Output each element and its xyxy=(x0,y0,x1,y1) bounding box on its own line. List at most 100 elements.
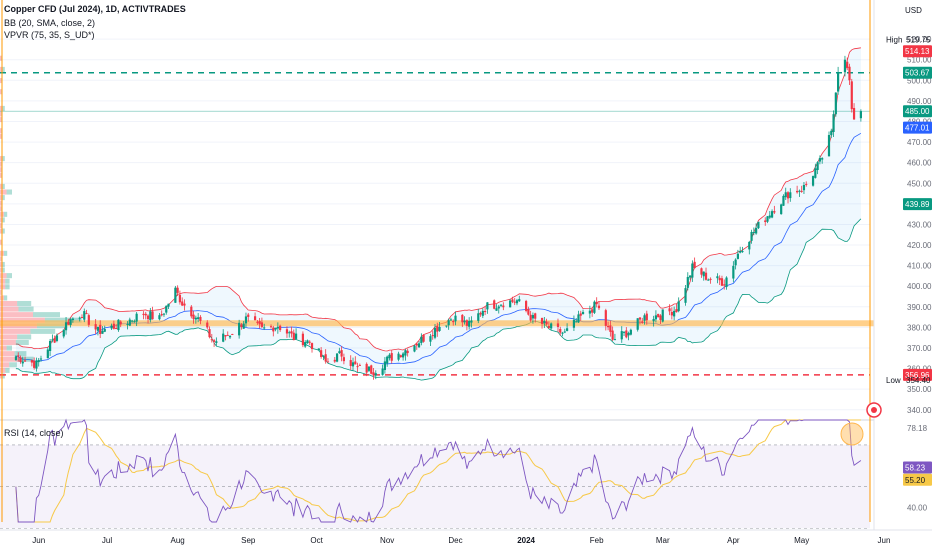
vpvr-bar-up xyxy=(9,362,17,368)
candle-body xyxy=(575,321,578,323)
candle-body xyxy=(670,311,673,316)
candle-body xyxy=(768,215,771,218)
candle-body xyxy=(231,333,234,335)
candle-body xyxy=(149,311,152,321)
vpvr-bar-up xyxy=(2,183,5,189)
candle-body xyxy=(55,335,59,341)
time-tick-label: Sep xyxy=(241,536,256,545)
vpvr-bar-up xyxy=(17,334,32,340)
candle-body xyxy=(816,162,819,171)
candle-body xyxy=(322,355,325,357)
vpvr-bar-down xyxy=(0,133,2,139)
candle-body xyxy=(556,323,560,327)
chart-title: Copper CFD (Jul 2024), 1D, ACTIVTRADES xyxy=(4,4,186,14)
candle-body xyxy=(445,325,448,327)
candle-body xyxy=(69,319,72,325)
candle-body xyxy=(354,361,357,365)
time-axis: Jun Jul Aug Sep Oct Nov Dec 2024 Feb Mar Apr May Jun xyxy=(0,529,932,545)
candle-body xyxy=(19,357,22,363)
level-lines xyxy=(0,71,870,376)
candle-body xyxy=(837,72,840,92)
candle-body xyxy=(39,358,43,360)
rsi-line xyxy=(15,418,862,523)
vpvr-bar-down xyxy=(0,172,2,178)
price-tick-label: 510.00 xyxy=(907,56,932,65)
candle-body xyxy=(174,287,177,303)
vpvr-bar-up xyxy=(30,328,56,334)
candle-body xyxy=(638,317,642,320)
vpvr-bar-down xyxy=(0,111,2,117)
candle-body xyxy=(333,359,336,362)
candle-body xyxy=(190,306,193,317)
candle-body xyxy=(356,366,359,368)
vpvr-legend[interactable]: VPVR (75, 35, S_UD*) xyxy=(4,30,95,40)
candle-body xyxy=(429,336,432,342)
vpvr-bar-down xyxy=(0,345,7,351)
candle-body xyxy=(755,228,758,234)
vpvr-bar-up xyxy=(5,367,10,373)
candle-body xyxy=(465,320,468,326)
rsi-legend[interactable]: RSI (14, close) xyxy=(4,428,64,438)
candle-body xyxy=(545,321,548,325)
vpvr-bar-up xyxy=(2,261,5,268)
price-tag xyxy=(903,198,932,211)
bb-legend[interactable]: BB (20, SMA, close, 2) xyxy=(4,18,96,28)
price-tag xyxy=(903,368,932,381)
price-tick-label: 390.00 xyxy=(907,303,932,312)
candle-body xyxy=(151,311,154,320)
time-tick-label: Mar xyxy=(656,536,670,545)
candle-body xyxy=(99,324,102,335)
candle-body xyxy=(415,343,418,346)
candle-body xyxy=(117,319,120,331)
candle-body xyxy=(629,329,632,335)
candle-body xyxy=(449,319,453,321)
vpvr-bar-down xyxy=(0,256,2,262)
candle-body xyxy=(518,299,521,302)
price-tag xyxy=(903,105,932,118)
candle-body xyxy=(604,310,607,326)
vpvr-bar-down xyxy=(0,273,7,279)
candle-body xyxy=(176,287,179,293)
candle-body xyxy=(572,319,576,328)
vpvr-bar-up xyxy=(5,284,10,290)
candle-body xyxy=(668,308,671,312)
vpvr-bar-down xyxy=(0,239,2,245)
candle-body xyxy=(64,322,68,331)
vpvr-bar-up xyxy=(2,217,5,223)
candle-body xyxy=(62,329,65,337)
candle-body xyxy=(527,309,530,315)
candle-body xyxy=(511,299,514,302)
candle-body xyxy=(452,320,455,323)
price-tick-label: 450.00 xyxy=(907,179,932,188)
candle-body xyxy=(158,315,161,320)
candle-body xyxy=(33,360,36,368)
candle-body xyxy=(725,277,728,288)
candle-body xyxy=(383,361,386,371)
price-tick-label: 520.00 xyxy=(907,35,932,44)
candle-body xyxy=(256,321,259,323)
vpvr-bar-up xyxy=(2,228,5,234)
candle-body xyxy=(613,339,617,341)
vpvr-bar-down xyxy=(0,161,2,167)
vpvr-bar-down xyxy=(0,339,16,346)
candle-body xyxy=(702,271,705,277)
candle-body xyxy=(550,323,553,329)
vpvr-bar-down xyxy=(0,128,2,134)
candle-body xyxy=(226,334,229,336)
currency-label[interactable]: USD xyxy=(905,6,922,15)
candle-body xyxy=(258,321,261,325)
bb-lower-line xyxy=(15,218,862,381)
candle-body xyxy=(238,322,241,336)
candle-body xyxy=(848,66,851,81)
candle-body xyxy=(789,192,792,199)
candle-body xyxy=(659,315,662,320)
candle-body xyxy=(784,192,787,198)
candle-body xyxy=(531,315,535,319)
price-tag-value: 439.89 xyxy=(905,200,930,209)
candle-body xyxy=(240,324,243,328)
candle-body xyxy=(212,340,216,342)
bb-fill xyxy=(15,47,861,381)
candle-body xyxy=(620,331,623,340)
time-tick-label: Dec xyxy=(448,536,462,545)
